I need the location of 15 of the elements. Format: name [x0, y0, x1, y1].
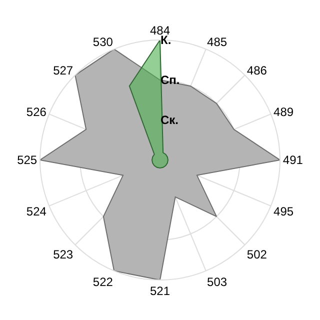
spoke-label: 525 — [17, 153, 38, 168]
spoke-label: 502 — [246, 247, 268, 262]
spoke-label: 489 — [274, 104, 294, 119]
spoke-label: 524 — [26, 204, 47, 219]
spoke-label: 527 — [53, 63, 74, 78]
spoke-label: 530 — [92, 34, 114, 49]
spoke-label: 522 — [92, 275, 114, 290]
spoke-label: 485 — [207, 34, 228, 49]
spoke-label: 526 — [26, 104, 47, 119]
spoke-label: 523 — [53, 247, 74, 262]
spoke-label: 486 — [246, 63, 268, 78]
spoke-label: 495 — [274, 204, 294, 219]
spoke-label: 503 — [207, 275, 228, 290]
spoke-label: 491 — [282, 153, 304, 168]
spoke-label: 521 — [150, 284, 170, 298]
